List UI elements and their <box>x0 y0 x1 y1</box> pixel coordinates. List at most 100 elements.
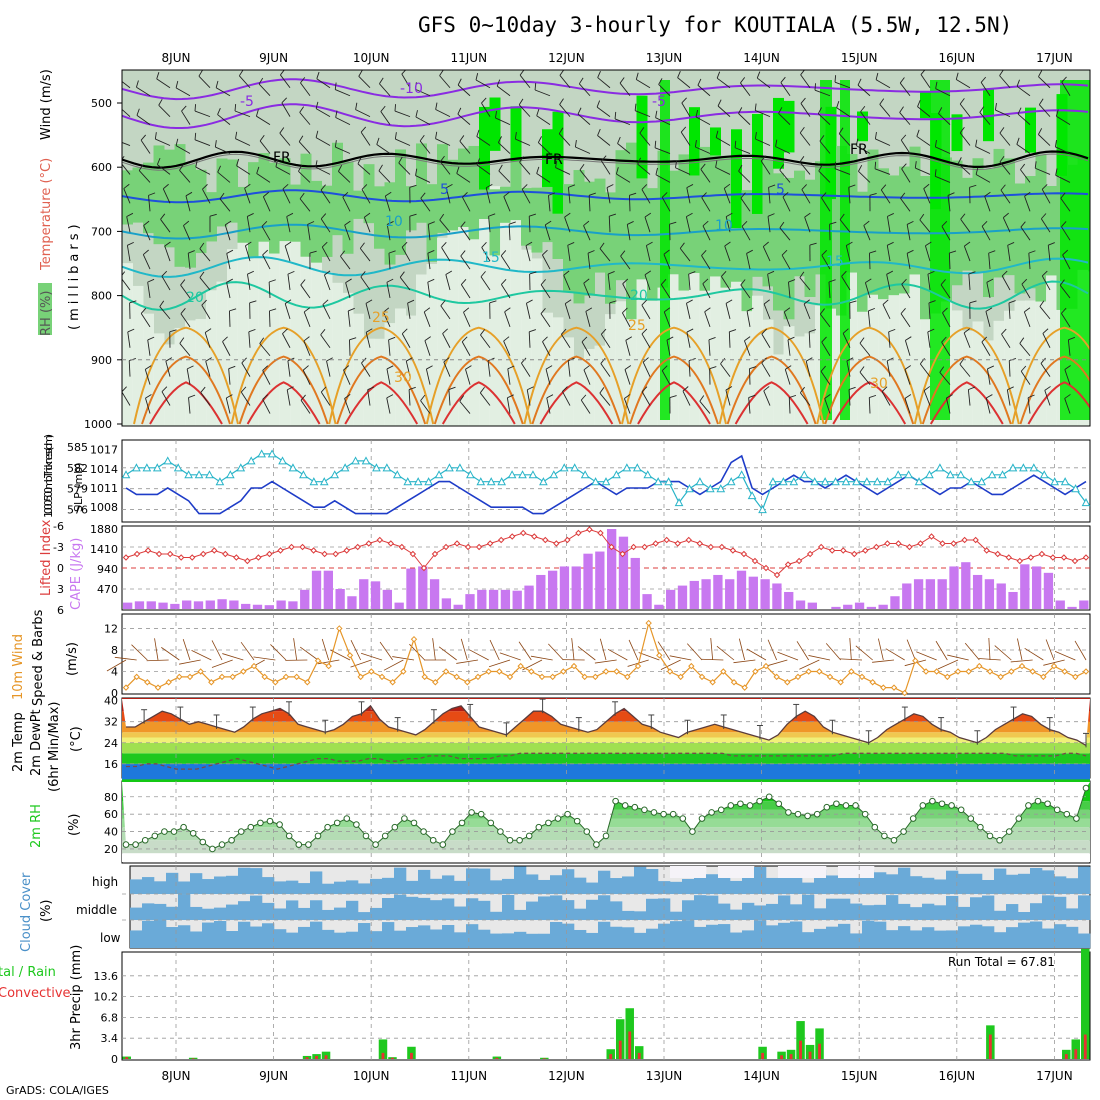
cape-bar <box>323 570 333 609</box>
wind-barb-staff <box>564 216 571 233</box>
wind-barb-flag <box>1027 394 1035 399</box>
wind-barb-flag <box>881 386 888 392</box>
cape-bar <box>795 600 806 609</box>
wind-barb-flag <box>408 386 416 390</box>
top-date-label: 16JUN <box>939 51 976 65</box>
cloud-high-cell <box>1006 874 1019 894</box>
li-point <box>255 554 262 561</box>
wind-barb-staff <box>695 116 711 126</box>
cloud-high-cell <box>298 883 311 894</box>
wind-barb-flag <box>619 77 625 84</box>
rh-bright-cell <box>489 97 501 151</box>
cloud-low-cell <box>142 920 155 948</box>
rh2m-point <box>1025 802 1032 809</box>
precip-total-bar <box>1081 948 1090 1059</box>
rh-light-cell <box>846 219 858 426</box>
rh-green-cell <box>962 177 973 271</box>
wind-barb-staff <box>848 389 851 406</box>
cloud-clear-cell <box>838 866 851 878</box>
wind-barb-flag <box>821 249 828 256</box>
wind-barb-staff <box>202 188 211 204</box>
thickness-point <box>194 470 204 479</box>
wind-barb-staff <box>427 224 431 241</box>
cloud-high-cell <box>250 868 263 894</box>
wind10-point <box>272 679 279 686</box>
wind-barb-staff <box>420 400 431 414</box>
wind-barb-flag <box>821 336 827 343</box>
warm-isotherm-loop <box>441 381 516 425</box>
wind-barb-staff <box>496 85 511 97</box>
wind-barb-flag <box>694 140 697 148</box>
lifted-index-line <box>122 526 1090 579</box>
wind-barb-staff <box>386 224 391 241</box>
rh-light-cell <box>647 214 658 426</box>
cloud-middle-cell <box>694 895 707 920</box>
wind-barb-flag <box>224 220 232 226</box>
cloud-high-cell <box>382 877 395 894</box>
wind-barb-flag <box>1021 278 1028 285</box>
wind10-barb <box>131 644 148 661</box>
wind10-point <box>250 662 258 670</box>
li-point <box>1038 550 1046 558</box>
wind-barb-staff <box>457 84 471 97</box>
bottom-date-label: 8JUN <box>162 1069 191 1083</box>
wind-barb-flag <box>1038 98 1044 105</box>
wind-barb-flag <box>302 365 309 371</box>
cloud-high-cell <box>214 876 227 894</box>
rh2m-point <box>833 800 840 808</box>
li-tick: 0 <box>57 562 64 575</box>
wind-barb-flag <box>537 136 542 143</box>
wind-barb-staff <box>439 161 451 175</box>
cloud-low-cell <box>970 924 983 948</box>
lifted-index-label: Lifted Index <box>39 519 54 596</box>
cloud-level-high: high <box>92 875 118 889</box>
wind-barb-flag <box>529 271 537 275</box>
wind-barb-staff <box>915 167 931 175</box>
precip-bars <box>122 948 1090 1059</box>
wind-barb-staff <box>741 226 751 241</box>
rh-bright-cell <box>983 88 994 142</box>
cloud-high-cell <box>610 878 623 894</box>
wind-barb-staff <box>508 224 511 241</box>
cloud-high-cell <box>790 873 803 894</box>
rh-green-cell <box>636 161 648 280</box>
wind-barb-flag <box>1020 365 1027 372</box>
warm-isotherm-loop <box>621 326 727 425</box>
wind-barb-flag <box>426 365 433 370</box>
wind-barb-flag <box>577 107 582 115</box>
wind10-point <box>976 662 983 670</box>
wind-barb-flag <box>615 167 619 175</box>
wind-barb-staff <box>805 360 811 377</box>
wind-barb-staff <box>869 253 871 270</box>
wind-barb-flag <box>763 241 769 247</box>
cloud-high-cell <box>1042 870 1055 894</box>
li-point <box>895 540 902 547</box>
wind-barb-staff <box>803 303 811 320</box>
wind-barb-staff <box>923 390 931 406</box>
wind-barb-staff <box>928 302 931 319</box>
rh-green-cell <box>647 188 658 301</box>
wind-barb-staff <box>136 114 151 125</box>
wind-barb-flag <box>917 100 921 107</box>
wind10-point <box>453 673 460 681</box>
wind10-barb <box>978 658 1001 661</box>
cloud-middle-cell <box>454 906 467 920</box>
wind10-point <box>1040 673 1047 681</box>
cloud-high-cell <box>1066 878 1079 894</box>
wind-barb-staff <box>481 247 491 262</box>
wind-barb-staff <box>507 368 511 385</box>
cape-bar <box>607 529 617 609</box>
wind-barb-flag <box>655 167 658 175</box>
wind10-point <box>986 668 994 675</box>
cloud-middle-cell <box>274 908 287 920</box>
wind-barb-staff <box>607 274 611 291</box>
wind-barb-staff <box>1008 302 1011 319</box>
cloud-cells <box>130 866 1091 948</box>
wind-barb-flag <box>559 70 565 76</box>
thickness-point <box>215 477 225 486</box>
wind-barb-staff <box>540 313 551 328</box>
rh-bright-cell <box>773 97 784 169</box>
thickness-point <box>789 477 799 486</box>
cloud-middle-cell <box>250 895 263 920</box>
cloud-middle-cell <box>538 896 551 920</box>
